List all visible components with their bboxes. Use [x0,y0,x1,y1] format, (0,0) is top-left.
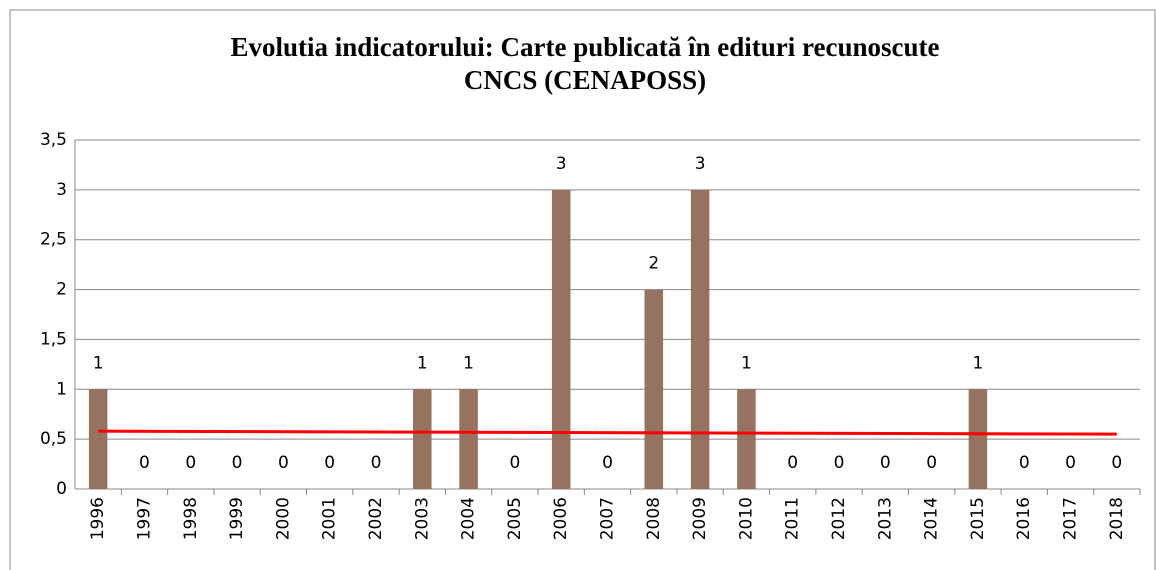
x-tick-label: 2005 [505,497,525,540]
data-label: 0 [509,453,520,473]
x-tick-label: 2006 [551,497,571,540]
x-tick-label: 2000 [273,497,293,540]
bar [737,389,756,489]
x-tick-label: 2003 [412,497,432,540]
x-tick-label: 2012 [829,497,849,540]
data-label: 0 [787,453,798,473]
x-tick-label: 2015 [968,497,988,540]
data-label: 0 [185,453,196,473]
x-tick-label: 2002 [366,497,386,540]
y-tick-label: 1 [56,379,67,399]
data-label: 0 [1065,453,1076,473]
x-tick-label: 1998 [181,497,201,540]
x-tick-label: 2017 [1061,497,1081,540]
bar [88,389,108,489]
data-label: 0 [1019,453,1030,473]
bar [551,189,571,489]
x-tick-label: 2001 [320,497,340,540]
trend-line [98,429,1117,436]
data-label: 2 [648,254,659,274]
data-label: 1 [93,353,104,373]
x-tick-label: 2014 [922,497,942,540]
data-label: 1 [741,353,752,373]
bar [968,389,988,489]
y-tick-label: 3 [56,180,67,200]
data-label: 0 [1111,453,1122,473]
data-label: 1 [417,353,428,373]
data-label: 0 [232,453,243,473]
x-tick-label: 2010 [736,497,756,540]
y-tick-label: 3,5 [40,130,67,150]
y-tick-label: 0,5 [40,429,67,449]
data-label: 0 [139,453,150,473]
x-tick-label: 2016 [1014,497,1034,540]
chart-title: Evolutia indicatorului: Carte publicată … [230,32,939,62]
x-tick-label: 2007 [598,497,618,540]
chart-title: CNCS (CENAPOSS) [464,65,706,95]
x-tick-label: 1999 [227,497,247,540]
y-tick-label: 2 [56,280,67,300]
data-label: 3 [695,154,706,174]
y-tick-label: 1,5 [40,329,67,349]
y-tick-label: 2,5 [40,230,67,250]
bar [459,389,478,489]
x-tick-label: 1996 [88,497,108,540]
x-tick-label: 2004 [459,497,479,540]
x-tick-label: 2008 [644,497,664,540]
data-label: 0 [324,453,335,473]
bar [690,189,710,489]
bar [644,289,664,489]
x-tick-label: 2018 [1107,497,1127,540]
y-tick-label: 0 [56,479,67,499]
data-label: 0 [371,453,382,473]
data-label: 3 [556,154,567,174]
data-label: 0 [880,453,891,473]
x-tick-label: 2013 [875,497,895,540]
data-label: 0 [834,453,845,473]
x-tick-label: 2011 [783,497,803,540]
bar [413,389,432,489]
x-tick-label: 1997 [134,497,154,540]
x-tick-label: 2009 [690,497,710,540]
data-label: 1 [973,353,984,373]
data-label: 1 [463,353,474,373]
data-label: 0 [926,453,937,473]
data-label: 0 [278,453,289,473]
data-label: 0 [602,453,613,473]
